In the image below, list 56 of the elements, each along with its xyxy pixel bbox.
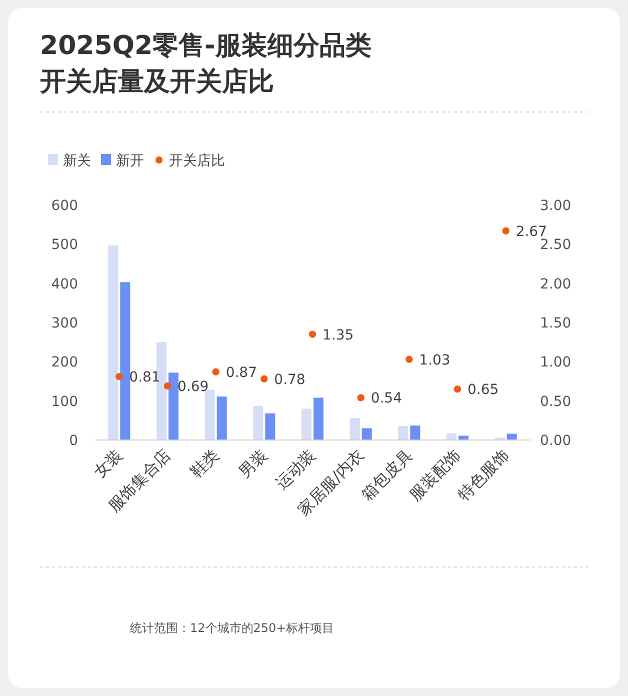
bar [362, 428, 372, 440]
bar [168, 372, 178, 440]
y2-tick-label: 1.00 [540, 354, 572, 371]
bar [204, 390, 215, 440]
data-label: 1.03 [419, 352, 450, 368]
y-tick-label: 600 [51, 198, 78, 214]
data-label: 1.35 [322, 327, 354, 344]
point [164, 382, 172, 390]
bar [446, 433, 456, 440]
y2-tick-label: 2.00 [540, 276, 572, 292]
x-tick-label: 鞋类 [186, 445, 223, 482]
bar [458, 436, 468, 440]
bar [108, 245, 118, 440]
data-label: 0.78 [274, 372, 306, 388]
x-tick-label: 女装 [90, 445, 126, 482]
y-tick-label: 0 [69, 433, 78, 449]
point [502, 227, 510, 234]
y2-tick-label: 1.50 [540, 316, 572, 332]
bar [350, 418, 360, 440]
point [260, 375, 268, 382]
y2-tick-label: 3.00 [540, 198, 572, 214]
text: 统计范围：12个城市的250+标杆项目 [130, 621, 334, 635]
bar [398, 426, 408, 440]
point [308, 330, 316, 338]
bar [506, 434, 517, 440]
y2-tick-label: 0.00 [540, 433, 572, 449]
bar [314, 398, 324, 440]
data-label: 0.87 [226, 364, 258, 381]
y-tick-label: 100 [51, 394, 78, 410]
data-label: 0.54 [370, 390, 402, 407]
bar [253, 406, 264, 440]
legend-label: 新关 [63, 153, 91, 169]
chart-title: 2025Q2零售-服装细分品类开关店量及开关店比 [40, 30, 372, 99]
bar [302, 408, 312, 440]
bar [410, 426, 420, 440]
data-label: 0.69 [178, 378, 209, 395]
point [406, 356, 413, 363]
point [116, 372, 123, 380]
bar [216, 396, 227, 440]
legend-label: 新开 [116, 153, 144, 169]
legend-label: 开关店比 [169, 153, 225, 169]
bar [120, 282, 130, 440]
y-tick-label: 400 [51, 276, 78, 292]
point [212, 368, 220, 376]
y-tick-label: 200 [51, 354, 78, 371]
point [357, 394, 364, 402]
data-label: 0.65 [468, 382, 499, 398]
data-label: 2.67 [516, 224, 548, 240]
bar [265, 413, 276, 440]
point [454, 385, 462, 393]
y2-tick-label: 0.50 [540, 394, 572, 410]
x-tick-label: 男装 [234, 445, 271, 482]
y-tick-label: 300 [51, 316, 78, 332]
y2-tick-label: 2.50 [540, 237, 572, 254]
y-tick-label: 500 [51, 237, 78, 254]
data-label: 0.81 [129, 370, 160, 386]
